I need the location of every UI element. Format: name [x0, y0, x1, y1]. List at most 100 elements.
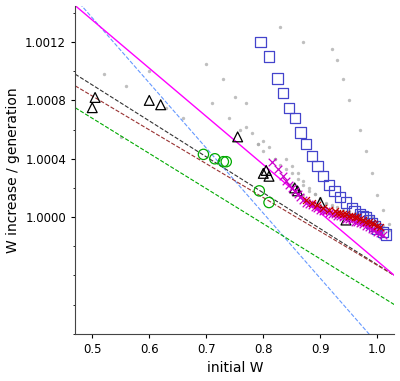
Point: [277, 24, 284, 30]
Point: [346, 211, 352, 217]
Point: [300, 192, 306, 198]
Point: [340, 75, 346, 82]
Point: [363, 218, 369, 224]
Point: [380, 232, 386, 238]
Point: [303, 141, 309, 147]
Point: [380, 207, 386, 213]
Point: [306, 197, 312, 203]
Point: [280, 90, 286, 96]
Point: [368, 220, 375, 226]
Point: [371, 223, 378, 229]
Point: [272, 156, 278, 162]
Point: [374, 192, 380, 198]
Point: [334, 213, 341, 219]
Point: [297, 130, 304, 136]
Point: [92, 94, 98, 101]
Point: [220, 75, 226, 82]
Point: [308, 200, 315, 206]
Point: [317, 207, 324, 213]
Point: [363, 217, 369, 223]
Point: [320, 208, 326, 215]
Point: [334, 56, 341, 62]
Point: [203, 61, 210, 67]
Point: [312, 204, 318, 210]
Point: [289, 182, 295, 188]
Point: [348, 213, 355, 219]
Point: [237, 126, 244, 133]
Point: [232, 94, 238, 101]
Point: [323, 205, 329, 211]
Point: [89, 105, 96, 111]
Point: [346, 216, 352, 222]
X-axis label: initial W: initial W: [206, 362, 263, 375]
Point: [292, 185, 298, 191]
Point: [312, 191, 318, 197]
Point: [292, 188, 298, 194]
Point: [357, 214, 364, 220]
Point: [380, 223, 386, 229]
Point: [383, 232, 389, 238]
Point: [343, 211, 349, 217]
Point: [326, 207, 332, 213]
Point: [374, 218, 380, 224]
Point: [308, 202, 315, 208]
Point: [209, 100, 215, 106]
Point: [328, 202, 335, 208]
Point: [306, 185, 312, 191]
Point: [380, 229, 386, 235]
Point: [346, 208, 352, 215]
Point: [380, 227, 386, 233]
Point: [300, 178, 306, 184]
Point: [266, 173, 272, 179]
Point: [366, 217, 372, 223]
Point: [357, 216, 364, 222]
Point: [243, 100, 249, 106]
Point: [354, 214, 360, 220]
Point: [294, 191, 301, 197]
Point: [243, 123, 249, 130]
Point: [386, 227, 392, 233]
Point: [294, 188, 301, 194]
Point: [346, 98, 352, 104]
Point: [351, 208, 358, 215]
Point: [351, 211, 358, 217]
Point: [351, 213, 358, 219]
Point: [343, 216, 349, 222]
Point: [256, 188, 262, 194]
Point: [266, 200, 272, 206]
Point: [343, 200, 349, 206]
Point: [263, 167, 269, 173]
Point: [323, 201, 329, 207]
Point: [331, 208, 338, 215]
Point: [363, 214, 369, 220]
Point: [363, 223, 369, 229]
Point: [294, 176, 301, 182]
Point: [158, 102, 164, 108]
Point: [260, 138, 266, 144]
Point: [257, 39, 264, 45]
Point: [303, 200, 309, 206]
Point: [351, 218, 358, 224]
Point: [274, 75, 281, 82]
Point: [306, 188, 312, 194]
Point: [334, 207, 341, 213]
Point: [360, 221, 366, 227]
Point: [320, 205, 326, 211]
Point: [286, 105, 292, 111]
Point: [308, 153, 315, 159]
Point: [226, 115, 232, 121]
Point: [317, 202, 324, 208]
Point: [289, 170, 295, 176]
Point: [254, 141, 261, 147]
Point: [260, 149, 266, 155]
Point: [363, 217, 369, 223]
Point: [357, 211, 364, 217]
Point: [266, 144, 272, 150]
Point: [297, 194, 304, 200]
Point: [374, 229, 380, 235]
Point: [286, 182, 292, 188]
Point: [294, 170, 301, 176]
Point: [331, 211, 338, 217]
Point: [314, 163, 321, 169]
Point: [200, 151, 207, 157]
